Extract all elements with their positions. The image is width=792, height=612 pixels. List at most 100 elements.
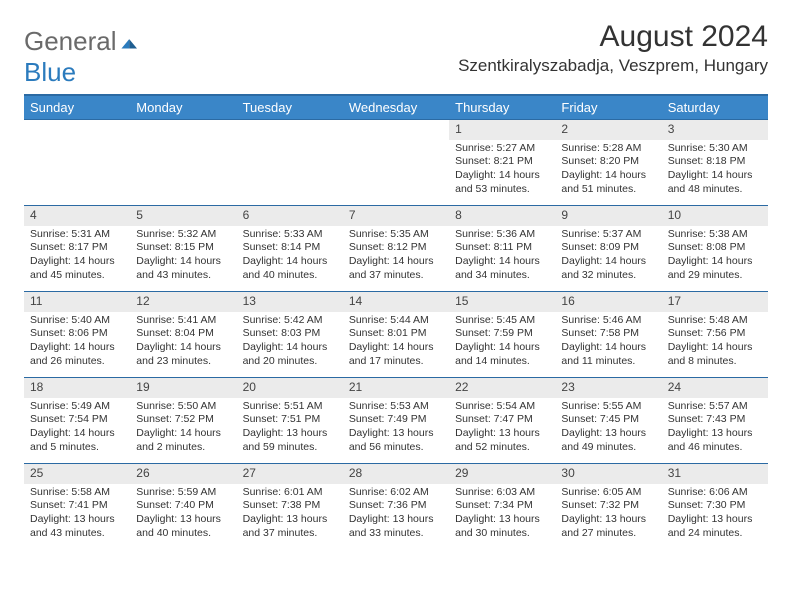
calendar-day-cell: 8Sunrise: 5:36 AMSunset: 8:11 PMDaylight… [449, 205, 555, 291]
day-details: Sunrise: 5:45 AMSunset: 7:59 PMDaylight:… [449, 312, 555, 373]
sunset-text: Sunset: 7:32 PM [561, 499, 655, 513]
sunset-text: Sunset: 8:03 PM [243, 327, 337, 341]
sunset-text: Sunset: 7:30 PM [668, 499, 762, 513]
daylight-text: Daylight: 14 hours and 23 minutes. [136, 341, 230, 368]
day-details: Sunrise: 5:49 AMSunset: 7:54 PMDaylight:… [24, 398, 130, 459]
sunset-text: Sunset: 8:04 PM [136, 327, 230, 341]
calendar-day-cell: 27Sunrise: 6:01 AMSunset: 7:38 PMDayligh… [237, 463, 343, 549]
sunset-text: Sunset: 8:08 PM [668, 241, 762, 255]
day-details: Sunrise: 5:55 AMSunset: 7:45 PMDaylight:… [555, 398, 661, 459]
calendar-day-cell: 29Sunrise: 6:03 AMSunset: 7:34 PMDayligh… [449, 463, 555, 549]
day-details: Sunrise: 5:41 AMSunset: 8:04 PMDaylight:… [130, 312, 236, 373]
sunset-text: Sunset: 7:41 PM [30, 499, 124, 513]
calendar-day-cell: 12Sunrise: 5:41 AMSunset: 8:04 PMDayligh… [130, 291, 236, 377]
calendar-day-cell: 18Sunrise: 5:49 AMSunset: 7:54 PMDayligh… [24, 377, 130, 463]
day-details: Sunrise: 5:44 AMSunset: 8:01 PMDaylight:… [343, 312, 449, 373]
day-number: 24 [662, 377, 768, 398]
calendar-day-cell [343, 119, 449, 205]
daylight-text: Daylight: 14 hours and 29 minutes. [668, 255, 762, 282]
calendar-day-cell: 31Sunrise: 6:06 AMSunset: 7:30 PMDayligh… [662, 463, 768, 549]
calendar-day-cell: 30Sunrise: 6:05 AMSunset: 7:32 PMDayligh… [555, 463, 661, 549]
sunrise-text: Sunrise: 6:03 AM [455, 486, 549, 500]
day-details: Sunrise: 5:30 AMSunset: 8:18 PMDaylight:… [662, 140, 768, 201]
day-number: 7 [343, 205, 449, 226]
month-title: August 2024 [458, 20, 768, 54]
daylight-text: Daylight: 14 hours and 32 minutes. [561, 255, 655, 282]
sunset-text: Sunset: 7:54 PM [30, 413, 124, 427]
calendar-table: Sunday Monday Tuesday Wednesday Thursday… [24, 94, 768, 549]
calendar-day-cell: 11Sunrise: 5:40 AMSunset: 8:06 PMDayligh… [24, 291, 130, 377]
calendar-day-cell: 16Sunrise: 5:46 AMSunset: 7:58 PMDayligh… [555, 291, 661, 377]
day-number: 8 [449, 205, 555, 226]
sunrise-text: Sunrise: 5:28 AM [561, 142, 655, 156]
daylight-text: Daylight: 13 hours and 49 minutes. [561, 427, 655, 454]
weekday-header: Friday [555, 95, 661, 119]
sunset-text: Sunset: 7:36 PM [349, 499, 443, 513]
daylight-text: Daylight: 14 hours and 11 minutes. [561, 341, 655, 368]
sunrise-text: Sunrise: 5:41 AM [136, 314, 230, 328]
sunset-text: Sunset: 7:47 PM [455, 413, 549, 427]
calendar-day-cell: 28Sunrise: 6:02 AMSunset: 7:36 PMDayligh… [343, 463, 449, 549]
daylight-text: Daylight: 14 hours and 34 minutes. [455, 255, 549, 282]
day-number: 22 [449, 377, 555, 398]
sunset-text: Sunset: 8:20 PM [561, 155, 655, 169]
day-number: 15 [449, 291, 555, 312]
calendar-day-cell: 14Sunrise: 5:44 AMSunset: 8:01 PMDayligh… [343, 291, 449, 377]
weekday-header: Saturday [662, 95, 768, 119]
sunset-text: Sunset: 8:09 PM [561, 241, 655, 255]
sunset-text: Sunset: 7:45 PM [561, 413, 655, 427]
daylight-text: Daylight: 14 hours and 20 minutes. [243, 341, 337, 368]
day-number: 9 [555, 205, 661, 226]
day-number: 30 [555, 463, 661, 484]
daylight-text: Daylight: 13 hours and 52 minutes. [455, 427, 549, 454]
day-number: 16 [555, 291, 661, 312]
sunrise-text: Sunrise: 5:40 AM [30, 314, 124, 328]
daylight-text: Daylight: 13 hours and 37 minutes. [243, 513, 337, 540]
calendar-day-cell: 6Sunrise: 5:33 AMSunset: 8:14 PMDaylight… [237, 205, 343, 291]
day-details: Sunrise: 6:06 AMSunset: 7:30 PMDaylight:… [662, 484, 768, 545]
sunrise-text: Sunrise: 5:36 AM [455, 228, 549, 242]
sunrise-text: Sunrise: 5:27 AM [455, 142, 549, 156]
sunrise-text: Sunrise: 5:44 AM [349, 314, 443, 328]
day-details: Sunrise: 5:36 AMSunset: 8:11 PMDaylight:… [449, 226, 555, 287]
calendar-day-cell: 10Sunrise: 5:38 AMSunset: 8:08 PMDayligh… [662, 205, 768, 291]
day-number: 14 [343, 291, 449, 312]
day-number: 29 [449, 463, 555, 484]
daylight-text: Daylight: 14 hours and 37 minutes. [349, 255, 443, 282]
sunrise-text: Sunrise: 6:02 AM [349, 486, 443, 500]
daylight-text: Daylight: 13 hours and 46 minutes. [668, 427, 762, 454]
calendar-day-cell: 21Sunrise: 5:53 AMSunset: 7:49 PMDayligh… [343, 377, 449, 463]
daylight-text: Daylight: 14 hours and 48 minutes. [668, 169, 762, 196]
day-number: 28 [343, 463, 449, 484]
sunrise-text: Sunrise: 5:46 AM [561, 314, 655, 328]
sunset-text: Sunset: 8:15 PM [136, 241, 230, 255]
day-details: Sunrise: 5:57 AMSunset: 7:43 PMDaylight:… [662, 398, 768, 459]
day-details: Sunrise: 5:48 AMSunset: 7:56 PMDaylight:… [662, 312, 768, 373]
calendar-day-cell: 24Sunrise: 5:57 AMSunset: 7:43 PMDayligh… [662, 377, 768, 463]
day-number: 25 [24, 463, 130, 484]
sunrise-text: Sunrise: 5:55 AM [561, 400, 655, 414]
daylight-text: Daylight: 14 hours and 51 minutes. [561, 169, 655, 196]
sunrise-text: Sunrise: 5:37 AM [561, 228, 655, 242]
sunset-text: Sunset: 7:58 PM [561, 327, 655, 341]
day-number: 4 [24, 205, 130, 226]
sunset-text: Sunset: 7:43 PM [668, 413, 762, 427]
day-details: Sunrise: 5:53 AMSunset: 7:49 PMDaylight:… [343, 398, 449, 459]
sunrise-text: Sunrise: 5:30 AM [668, 142, 762, 156]
day-details: Sunrise: 5:46 AMSunset: 7:58 PMDaylight:… [555, 312, 661, 373]
day-details: Sunrise: 5:51 AMSunset: 7:51 PMDaylight:… [237, 398, 343, 459]
sunset-text: Sunset: 7:40 PM [136, 499, 230, 513]
day-details: Sunrise: 5:59 AMSunset: 7:40 PMDaylight:… [130, 484, 236, 545]
calendar-day-cell: 5Sunrise: 5:32 AMSunset: 8:15 PMDaylight… [130, 205, 236, 291]
daylight-text: Daylight: 14 hours and 26 minutes. [30, 341, 124, 368]
weekday-header: Tuesday [237, 95, 343, 119]
sunrise-text: Sunrise: 5:58 AM [30, 486, 124, 500]
sunrise-text: Sunrise: 6:05 AM [561, 486, 655, 500]
daylight-text: Daylight: 13 hours and 59 minutes. [243, 427, 337, 454]
day-number: 11 [24, 291, 130, 312]
day-details: Sunrise: 5:50 AMSunset: 7:52 PMDaylight:… [130, 398, 236, 459]
daylight-text: Daylight: 14 hours and 8 minutes. [668, 341, 762, 368]
day-details: Sunrise: 6:03 AMSunset: 7:34 PMDaylight:… [449, 484, 555, 545]
calendar-day-cell: 13Sunrise: 5:42 AMSunset: 8:03 PMDayligh… [237, 291, 343, 377]
day-details: Sunrise: 5:27 AMSunset: 8:21 PMDaylight:… [449, 140, 555, 201]
